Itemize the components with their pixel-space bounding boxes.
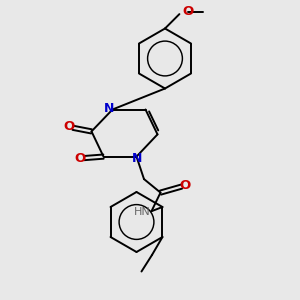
Text: O: O (180, 179, 191, 192)
Text: N: N (104, 102, 114, 115)
Text: N: N (132, 152, 142, 165)
Text: HN: HN (134, 207, 150, 217)
Text: O: O (183, 5, 194, 18)
Text: O: O (75, 152, 86, 165)
Text: O: O (64, 120, 75, 133)
